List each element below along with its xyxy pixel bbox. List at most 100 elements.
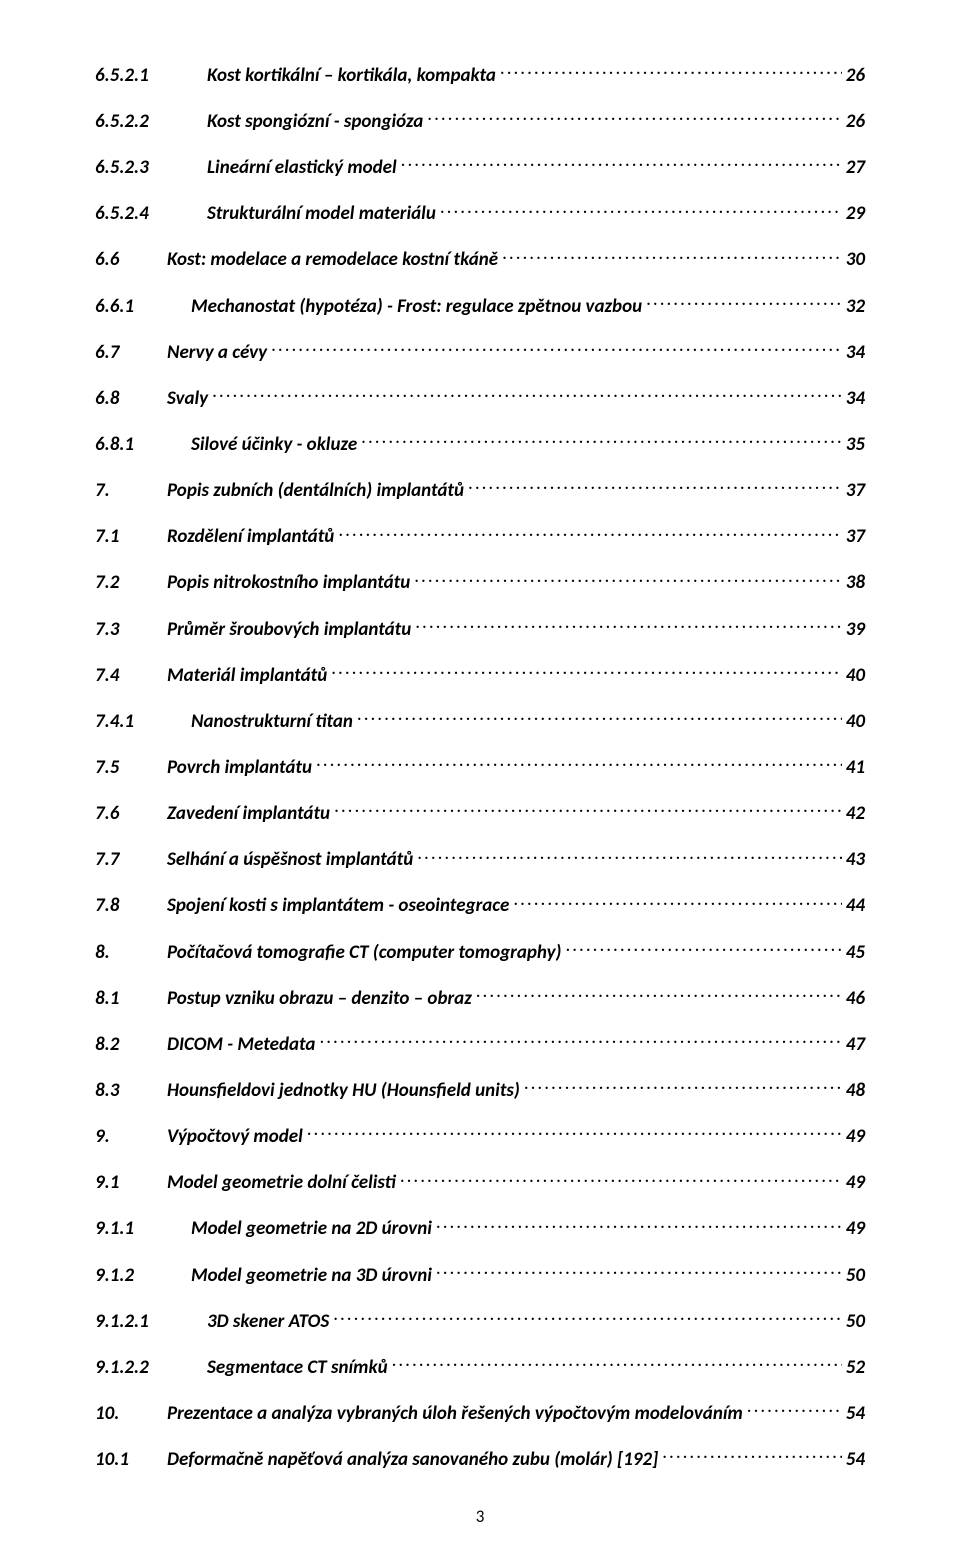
toc-row[interactable]: 6.5.2.2Kost spongiózní - spongióza26 — [95, 106, 865, 134]
toc-leader-dots — [476, 983, 842, 1004]
toc-row[interactable]: 9.1.2.2Segmentace CT snímků52 — [95, 1352, 865, 1380]
toc-row[interactable]: 8.3Hounsfieldovi jednotky HU (Hounsfield… — [95, 1075, 865, 1103]
toc-row[interactable]: 7.4Materiál implantátů40 — [95, 660, 865, 688]
toc-page: 40 — [846, 664, 865, 688]
toc-row[interactable]: 6.8.1Silové účinky - okluze35 — [95, 429, 865, 457]
toc-page: 42 — [846, 802, 865, 826]
toc-page: 47 — [846, 1033, 865, 1057]
toc-row[interactable]: 9.1.1Model geometrie na 2D úrovni49 — [95, 1214, 865, 1242]
toc-page: 41 — [846, 756, 865, 780]
toc-leader-dots — [334, 798, 842, 819]
toc-number: 6.8.1 — [95, 433, 191, 457]
toc-title: Prezentace a analýza vybraných úloh řeše… — [167, 1402, 743, 1426]
toc-number: 9. — [95, 1125, 167, 1149]
toc-title: Kost: modelace a remodelace kostní tkáně — [167, 248, 498, 272]
toc-leader-dots — [361, 429, 842, 450]
toc-title: Nervy a cévy — [167, 341, 267, 365]
toc-leader-dots — [565, 937, 841, 958]
toc-leader-dots — [436, 1214, 842, 1235]
toc-row[interactable]: 7.8Spojení kosti s implantátem - oseoint… — [95, 891, 865, 919]
toc-title: Rozdělení implantátů — [167, 525, 334, 549]
toc-title: Popis zubních (dentálních) implantátů — [167, 479, 464, 503]
toc-title: Spojení kosti s implantátem - oseointegr… — [167, 894, 509, 918]
toc-row[interactable]: 6.5.2.3Lineární elastický model27 — [95, 152, 865, 180]
toc-leader-dots — [427, 106, 841, 127]
toc-page: 48 — [846, 1079, 865, 1103]
toc-row[interactable]: 7.7Selhání a úspěšnost implantátů43 — [95, 844, 865, 872]
toc-leader-dots — [524, 1075, 842, 1096]
toc-page: 43 — [846, 848, 865, 872]
toc-page: 30 — [846, 248, 865, 272]
toc-row[interactable]: 7.4.1Nanostrukturní titan 40 — [95, 706, 865, 734]
toc-row[interactable]: 7.Popis zubních (dentálních) implantátů 3… — [95, 475, 865, 503]
toc-number: 8.3 — [95, 1079, 167, 1103]
toc-page: 32 — [846, 295, 865, 319]
toc-row[interactable]: 9.1.2.13D skener ATOS50 — [95, 1306, 865, 1334]
toc-leader-dots — [338, 521, 841, 542]
toc-title: Materiál implantátů — [167, 664, 327, 688]
toc-row[interactable]: 10.Prezentace a analýza vybraných úloh ř… — [95, 1398, 865, 1426]
toc-number: 7. — [95, 479, 167, 503]
toc-title: Kost kortikální – kortikála, kompakta — [207, 64, 496, 88]
toc-number: 7.5 — [95, 756, 167, 780]
toc-leader-dots — [500, 60, 842, 81]
toc-row[interactable]: 7.5Povrch implantátu41 — [95, 752, 865, 780]
toc-number: 7.6 — [95, 802, 167, 826]
toc-number: 9.1.2 — [95, 1264, 191, 1288]
toc-row[interactable]: 6.6.1Mechanostat (hypotéza) - Frost: reg… — [95, 291, 865, 319]
toc-row[interactable]: 7.6Zavedení implantátu 42 — [95, 798, 865, 826]
toc-row[interactable]: 8.Počítačová tomografie CT (computer tom… — [95, 937, 865, 965]
toc-row[interactable]: 6.5.2.4Strukturální model materiálu29 — [95, 198, 865, 226]
toc-number: 7.1 — [95, 525, 167, 549]
toc-title: Nanostrukturní titan — [191, 710, 353, 734]
toc-row[interactable]: 9.1Model geometrie dolní čelisti49 — [95, 1167, 865, 1195]
toc-number: 8.1 — [95, 987, 167, 1011]
toc-title: Průměr šroubových implantátu — [167, 618, 411, 642]
toc-row[interactable]: 9.1.2Model geometrie na 3D úrovni50 — [95, 1260, 865, 1288]
toc-leader-dots — [316, 752, 842, 773]
toc-leader-dots — [436, 1260, 842, 1281]
toc-number: 9.1.2.2 — [95, 1356, 207, 1380]
toc-row[interactable]: 7.3Průměr šroubových implantátu39 — [95, 614, 865, 642]
toc-number: 7.2 — [95, 571, 167, 595]
toc-page: 26 — [846, 64, 865, 88]
toc-title: Kost spongiózní - spongióza — [207, 110, 423, 134]
toc-row[interactable]: 9.Výpočtový model49 — [95, 1121, 865, 1149]
toc-number: 8. — [95, 941, 167, 965]
toc-page: 54 — [846, 1402, 865, 1426]
toc-leader-dots — [331, 660, 841, 681]
toc-leader-dots — [417, 844, 842, 865]
toc-row[interactable]: 6.6Kost: modelace a remodelace kostní tk… — [95, 245, 865, 273]
toc-title: Deformačně napěťová analýza sanovaného z… — [167, 1448, 658, 1472]
toc-title: Popis nitrokostního implantátu — [167, 571, 410, 595]
toc-page: 50 — [846, 1264, 865, 1288]
toc-page: 37 — [846, 479, 865, 503]
toc-number: 7.4.1 — [95, 710, 191, 734]
toc-row[interactable]: 7.1Rozdělení implantátů37 — [95, 521, 865, 549]
toc-leader-dots — [662, 1444, 841, 1465]
toc-row[interactable]: 8.2DICOM - Metedata47 — [95, 1029, 865, 1057]
toc-page: 40 — [846, 710, 865, 734]
toc-title: Lineární elastický model — [207, 156, 397, 180]
toc-page: 35 — [846, 433, 865, 457]
toc-row[interactable]: 10.1Deformačně napěťová analýza sanované… — [95, 1444, 865, 1472]
toc-leader-dots — [392, 1352, 842, 1373]
toc-number: 10. — [95, 1402, 167, 1426]
toc-row[interactable]: 6.5.2.1Kost kortikální – kortikála, komp… — [95, 60, 865, 88]
toc-number: 9.1.1 — [95, 1217, 191, 1241]
toc-row[interactable]: 6.8Svaly34 — [95, 383, 865, 411]
toc-row[interactable]: 7.2Popis nitrokostního implantátu38 — [95, 568, 865, 596]
toc-page: 46 — [846, 987, 865, 1011]
toc-title: Postup vzniku obrazu – denzito – obraz — [167, 987, 472, 1011]
toc-page: 49 — [846, 1171, 865, 1195]
toc-number: 6.5.2.3 — [95, 156, 207, 180]
toc-page: 45 — [846, 941, 865, 965]
toc-page: 26 — [846, 110, 865, 134]
toc-number: 6.5.2.1 — [95, 64, 207, 88]
toc-title: Hounsfieldovi jednotky HU (Hounsfield un… — [167, 1079, 520, 1103]
toc-row[interactable]: 8.1Postup vzniku obrazu – denzito – obra… — [95, 983, 865, 1011]
toc-leader-dots — [212, 383, 842, 404]
toc-row[interactable]: 6.7Nervy a cévy34 — [95, 337, 865, 365]
toc-title: Zavedení implantátu — [167, 802, 330, 826]
toc-leader-dots — [415, 614, 841, 635]
